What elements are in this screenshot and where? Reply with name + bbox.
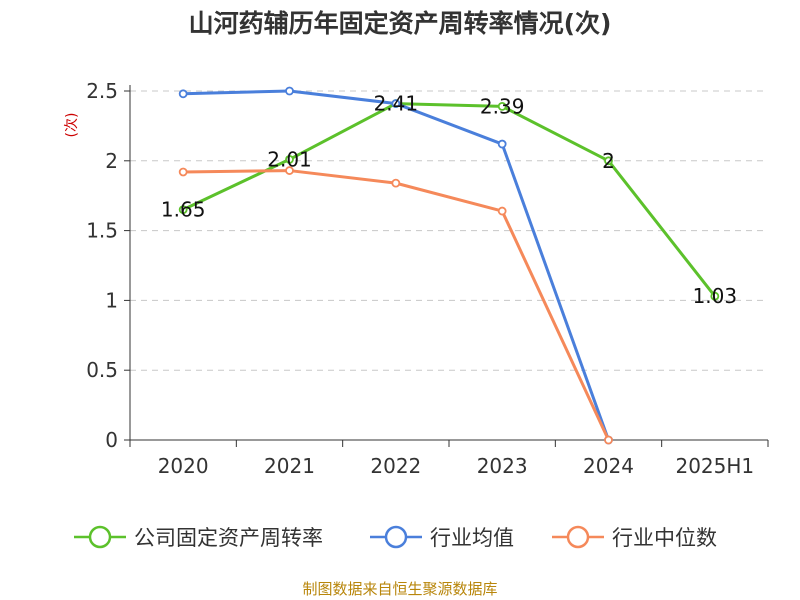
legend-item-2[interactable]: 行业中位数: [552, 525, 717, 550]
legend-item-0[interactable]: 公司固定资产周转率: [74, 525, 323, 550]
x-tick-label-2022: 2022: [370, 454, 421, 478]
data-label-2024: 2: [602, 149, 615, 173]
series-line-0: [182, 102, 717, 298]
legend-item-1[interactable]: 行业均值: [370, 525, 514, 550]
legend-marker-0: [88, 525, 112, 549]
y-tick-label-4: 2: [105, 149, 118, 173]
series-2-point-2: [391, 178, 401, 188]
series-0-point-5: [710, 291, 720, 301]
data-label-2025H1: 1.03: [693, 284, 738, 308]
x-tick-label-2021: 2021: [264, 454, 315, 478]
data-label-2022: 2.41: [374, 92, 419, 116]
y-tick-label-0: 0: [105, 428, 118, 452]
series-2-point-4: [604, 435, 613, 445]
series-2-point-0: [178, 167, 188, 177]
series-2-point-3: [497, 206, 507, 216]
chart-title: 山河药辅历年固定资产周转率情况(次): [188, 9, 612, 38]
y-tick-label-3: 1.5: [86, 219, 118, 243]
series-1-point-3: [497, 139, 507, 149]
legend-label-2: 行业中位数: [612, 526, 717, 550]
y-tick-label-1: 0.5: [86, 358, 118, 382]
source-note: 制图数据来自恒生聚源数据库: [302, 580, 498, 598]
data-label-2021: 2.01: [267, 147, 312, 171]
x-tick-label-2025H1: 2025H1: [675, 454, 754, 478]
data-label-2020: 1.65: [161, 198, 206, 222]
series-line-2: [183, 169, 610, 441]
legend-marker-1: [384, 525, 408, 549]
series-1-point-2: [391, 99, 401, 108]
series-line-1: [183, 89, 610, 441]
legend-label-0: 公司固定资产周转率: [134, 526, 323, 550]
legend-marker-2: [566, 525, 590, 549]
series-1-point-1: [285, 86, 294, 96]
data-label-2023: 2.39: [480, 94, 525, 118]
y-tick-label-5: 2.5: [86, 79, 118, 103]
series-0-point-0: [178, 205, 188, 215]
legend-label-1: 行业均值: [430, 526, 514, 550]
series-1-point-0: [178, 89, 188, 99]
y-tick-label-2: 1: [105, 288, 118, 312]
x-tick-label-2024: 2024: [583, 454, 634, 478]
series-2-point-1: [285, 166, 294, 175]
x-tick-label-2023: 2023: [477, 454, 528, 478]
x-tick-label-2020: 2020: [158, 454, 209, 478]
series-0-point-3: [497, 101, 507, 111]
series-0-point-4: [604, 156, 613, 166]
y-axis-unit: (次): [64, 113, 80, 138]
series-0-point-1: [285, 155, 294, 164]
